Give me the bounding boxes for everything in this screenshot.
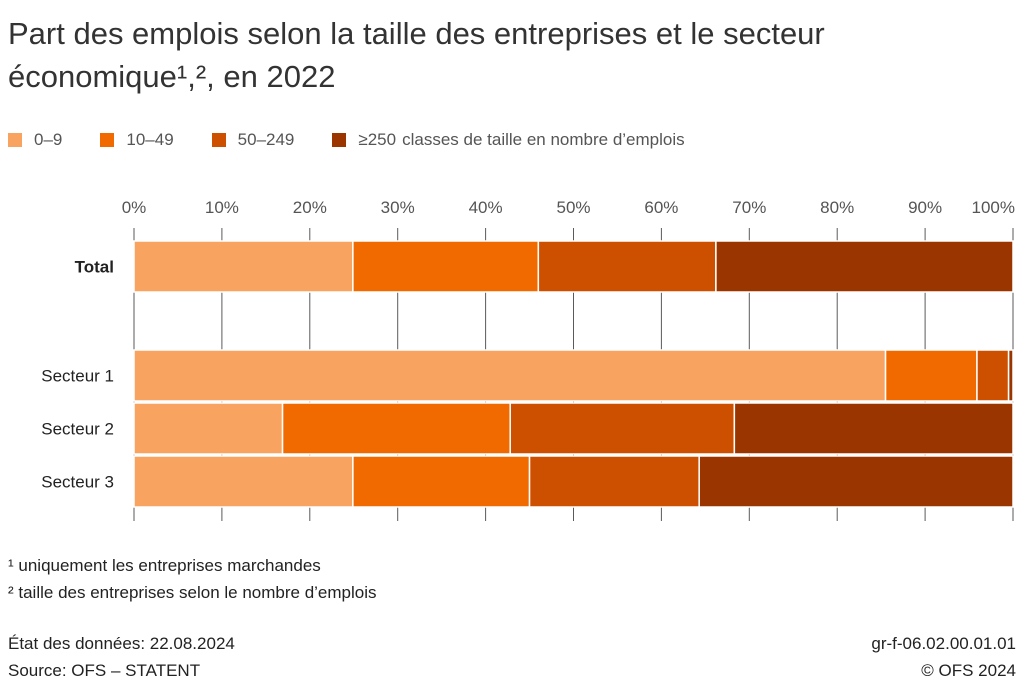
x-tick-label: 90%	[908, 198, 942, 217]
legend-swatch	[8, 133, 22, 147]
legend-label: 10–49	[126, 130, 174, 149]
x-tick-label: 80%	[820, 198, 854, 217]
bar-segment	[976, 349, 1010, 402]
legend-item-250-plus: ≥250 classes de taille en nombre d’emplo…	[332, 130, 685, 150]
graphic-code: gr-f-06.02.00.01.01	[871, 634, 1016, 653]
x-tick-label: 20%	[293, 198, 327, 217]
legend-swatch	[332, 133, 347, 147]
footnote-2: ² taille des entreprises selon le nombre…	[8, 583, 377, 602]
bar-segment	[715, 240, 1014, 293]
y-category-label: Secteur 2	[41, 420, 114, 439]
y-category-label: Secteur 3	[41, 473, 114, 492]
footnotes: ¹ uniquement les entreprises marchandes …	[8, 552, 377, 606]
y-category-label: Total	[75, 258, 114, 277]
bar-segment	[133, 455, 354, 508]
chart-title-line2: économique¹,², en 2022	[8, 59, 336, 94]
legend-item-50-249: 50–249	[211, 130, 295, 150]
bar-segment	[352, 455, 531, 508]
x-tick-label: 10%	[205, 198, 239, 217]
x-tick-label: 60%	[644, 198, 678, 217]
bar-segment	[281, 402, 511, 455]
x-tick-label: 40%	[469, 198, 503, 217]
copyright: © OFS 2024	[921, 661, 1016, 680]
legend-item-0-9: 0–9	[8, 130, 62, 150]
legend: 0–9 10–49 50–249 ≥250 classes de taille …	[8, 128, 723, 152]
footer-right: gr-f-06.02.00.01.01 © OFS 2024	[871, 630, 1016, 684]
legend-label: ≥250	[358, 130, 397, 149]
bar-segment	[133, 240, 354, 293]
bar-segment	[509, 402, 736, 455]
legend-label: 0–9	[34, 130, 63, 149]
chart-title-line1: Part des emplois selon la taille des ent…	[8, 16, 825, 51]
legend-swatch	[211, 133, 226, 147]
legend-item-10-49: 10–49	[100, 130, 174, 150]
footer-left: État des données: 22.08.2024 Source: OFS…	[8, 630, 235, 684]
bar-segment	[352, 240, 540, 293]
data-status: État des données: 22.08.2024	[8, 634, 235, 653]
bar-segment	[133, 349, 887, 402]
x-tick-label: 30%	[381, 198, 415, 217]
bar-segment	[698, 455, 1014, 508]
legend-label: 50–249	[237, 130, 295, 149]
bar-segment	[1007, 349, 1014, 402]
x-tick-label: 100%	[972, 198, 1015, 217]
legend-suffix: classes de taille en nombre d’emplois	[402, 130, 685, 149]
y-category-label: Secteur 1	[41, 367, 114, 386]
bar-segment	[733, 402, 1014, 455]
bar-segment	[133, 402, 284, 455]
bar-segment	[528, 455, 700, 508]
bar-segment	[884, 349, 978, 402]
stacked-bar-chart: 0% 10% 20% 30% 40% 50% 60% 70% 80% 90% 100% Total Se…	[41, 198, 1015, 521]
x-tick-label: 70%	[732, 198, 766, 217]
footnote-1: ¹ uniquement les entreprises marchandes	[8, 556, 321, 575]
source: Source: OFS – STATENT	[8, 661, 201, 680]
chart-title: Part des emplois selon la taille des ent…	[8, 12, 1008, 98]
x-tick-label: 0%	[122, 198, 147, 217]
legend-swatch	[100, 133, 115, 147]
x-tick-label: 50%	[556, 198, 590, 217]
bar-segment	[537, 240, 717, 293]
